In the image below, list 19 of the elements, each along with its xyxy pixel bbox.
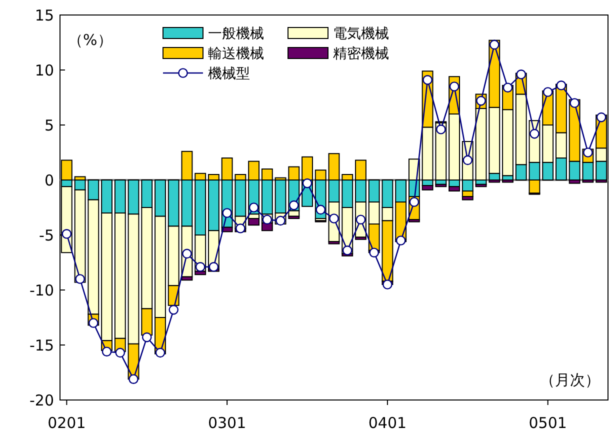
- y-tick-label: -5: [39, 226, 54, 244]
- x-tick-label: 0201: [48, 414, 86, 432]
- y-tick-label: -20: [30, 391, 54, 410]
- legend-label: 機械型: [208, 66, 250, 82]
- y-tick-label: -10: [30, 281, 54, 300]
- y-tick-label: 15: [34, 6, 54, 24]
- y-tick-label: 10: [34, 61, 54, 80]
- x-tick-label: 0401: [368, 414, 407, 432]
- y-tick-label: 0: [44, 171, 54, 190]
- legend-label: 精密機械: [333, 46, 389, 62]
- y-tick-label: 5: [44, 116, 54, 134]
- y-tick-label: -15: [30, 336, 54, 354]
- x-tick-label: 0301: [208, 414, 246, 432]
- legend-label: 一般機械: [208, 26, 264, 42]
- x-tick-label: 0501: [528, 414, 567, 432]
- annotation: （月次）: [540, 371, 600, 389]
- legend-label: 電気機械: [333, 26, 389, 42]
- legend-label: 輸送機械: [208, 46, 264, 62]
- annotation: （%）: [68, 31, 112, 49]
